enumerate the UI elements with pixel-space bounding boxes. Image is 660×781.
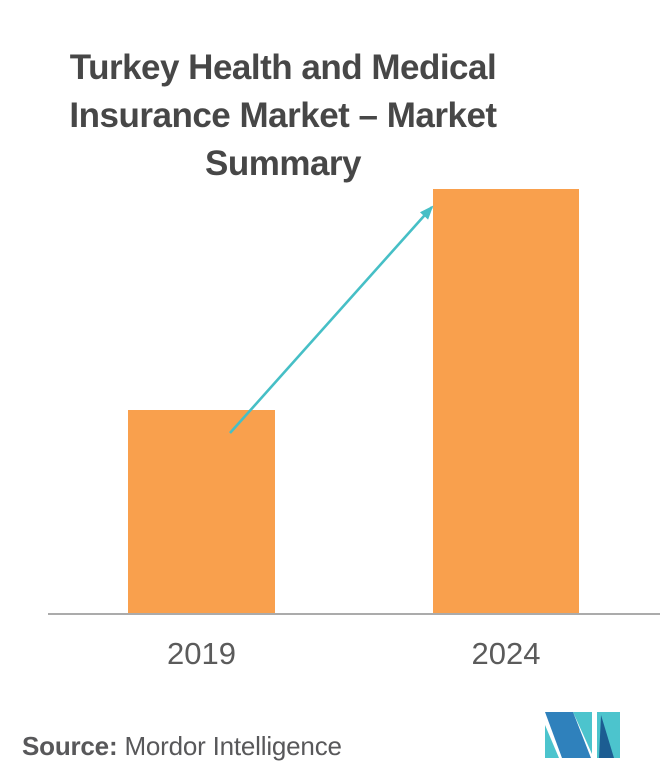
logo-left-teal-wedge: [545, 725, 559, 758]
x-axis-line: [48, 613, 660, 615]
x-axis-label-2019: 2019: [167, 636, 236, 671]
logo-blue-diagonal: [545, 712, 591, 758]
source-label: Source:: [22, 731, 118, 761]
source-attribution: Source: Mordor Intelligence: [22, 731, 342, 762]
source-value: Mordor Intelligence: [124, 731, 342, 761]
logo-right-navy-triangle: [599, 715, 614, 758]
chart-title: Turkey Health and Medical Insurance Mark…: [0, 44, 566, 188]
logo-mid-teal-wedge: [573, 712, 592, 754]
bar-2019: [128, 410, 275, 614]
chart-title-line-3: Summary: [204, 144, 362, 183]
x-axis-label-2024: 2024: [471, 636, 541, 671]
bar-2024: [433, 189, 579, 614]
chart-title-line-1: Turkey Health and Medical: [69, 48, 497, 87]
mordor-intelligence-logo: [545, 712, 620, 758]
chart-title-line-2: Insurance Market – Market: [69, 96, 497, 135]
